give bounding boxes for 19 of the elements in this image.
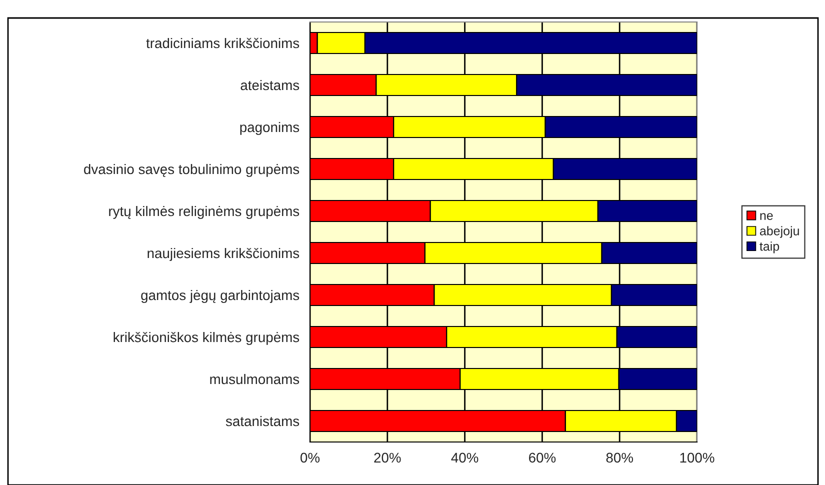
x-tick-label: 80% xyxy=(606,452,634,463)
legend-label: taip xyxy=(760,242,780,254)
x-tick-label: 60% xyxy=(529,452,556,463)
y-tick-label: rytų kilmės religinėms grupėms xyxy=(109,206,300,219)
x-tick-label: 20% xyxy=(374,452,401,463)
x-tick-label: 40% xyxy=(451,452,478,463)
y-tick-label: pagonims xyxy=(240,122,300,135)
y-tick-label: ateistams xyxy=(240,80,300,90)
y-tick-label: gamtos jėgų garbintojams xyxy=(141,290,300,303)
legend-label: ne xyxy=(760,213,773,220)
y-tick-label: tradiciniams krikščionims xyxy=(146,38,300,48)
x-tick-label: 100% xyxy=(680,452,714,463)
y-tick-label: musulmonams xyxy=(210,374,300,384)
y-tick-label: satanistams xyxy=(226,416,300,426)
legend-label: abejoju xyxy=(760,226,799,238)
y-tick-label: krikščioniškos kilmės grupėms xyxy=(114,332,300,345)
x-tick-label: 0% xyxy=(300,452,320,463)
y-tick-label: naujiesiems krikščionims xyxy=(148,248,300,261)
y-tick-label: dvasinio savęs tobulinimo grupėms xyxy=(84,164,300,177)
